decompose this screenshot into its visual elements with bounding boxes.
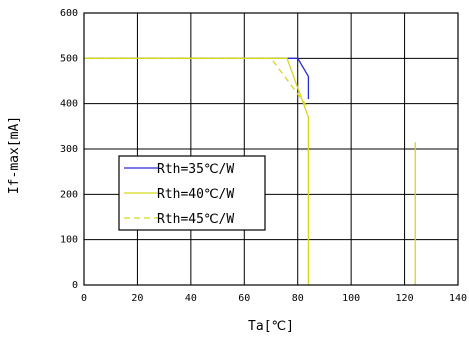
y-tick-label-6: 600 — [60, 8, 78, 19]
x-axis-label: Ta[℃] — [248, 319, 294, 334]
x-tick-label-7: 140 — [449, 293, 467, 304]
x-tick-label-2: 40 — [185, 293, 197, 304]
x-tick-label-3: 60 — [238, 293, 250, 304]
legend-label-1: Rth=35℃/W — [157, 162, 234, 177]
x-tick-label-5: 100 — [342, 293, 360, 304]
series-lines — [84, 57, 416, 285]
y-tick-label-2: 200 — [60, 189, 78, 200]
x-tick-label-6: 120 — [396, 293, 414, 304]
y-tick-labels: 0 100 200 300 400 500 600 — [60, 8, 78, 291]
x-tick-label-1: 20 — [131, 293, 143, 304]
y-axis-label: If-max[mA] — [7, 116, 22, 194]
legend-label-3: Rth=45℃/W — [157, 212, 234, 227]
x-tick-label-4: 80 — [292, 293, 304, 304]
y-tick-label-5: 500 — [60, 53, 78, 64]
y-tick-label-0: 0 — [72, 280, 78, 291]
y-tick-label-4: 400 — [60, 99, 78, 110]
series-line-3 — [84, 57, 309, 109]
legend-entries: Rth=35℃/W Rth=40℃/W Rth=45℃/W — [124, 162, 234, 227]
x-tick-label-0: 0 — [81, 293, 87, 304]
x-tick-labels: 0 20 40 60 80 100 120 140 — [81, 293, 467, 304]
y-tick-label-3: 300 — [60, 144, 78, 155]
legend-label-2: Rth=40℃/W — [157, 187, 234, 202]
legend: Rth=35℃/W Rth=40℃/W Rth=45℃/W — [118, 155, 266, 231]
series-line-1 — [84, 57, 310, 100]
plot-frame — [83, 12, 459, 286]
grid-lines — [84, 13, 458, 285]
y-tick-label-1: 100 — [60, 235, 78, 246]
